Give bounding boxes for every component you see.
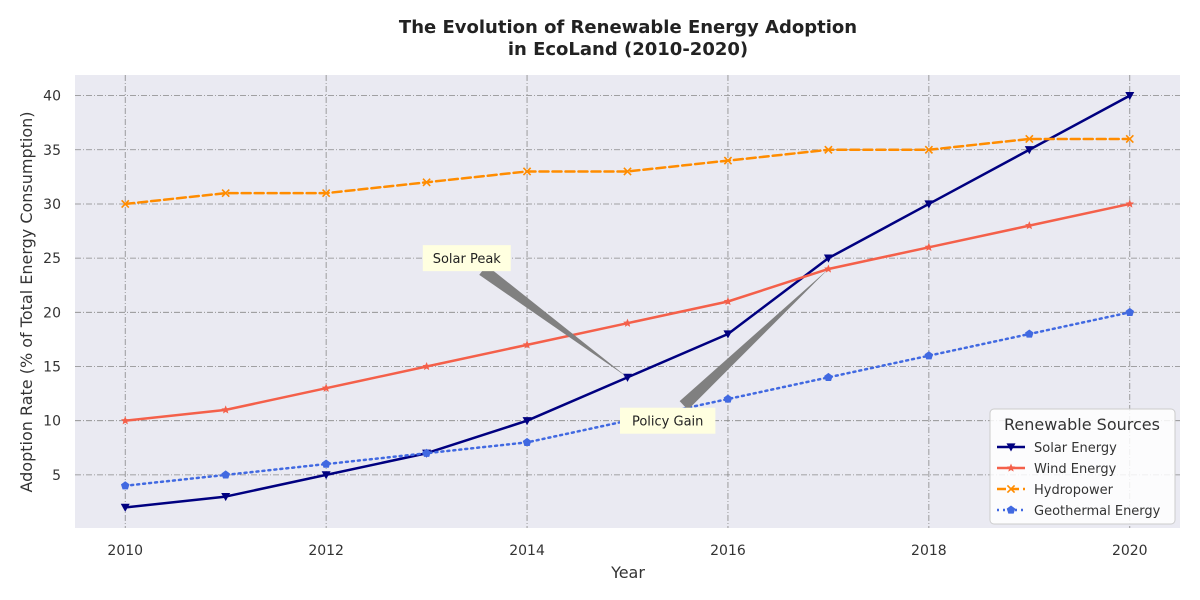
legend-marker [1006,443,1016,452]
x-tick-label: 2020 [1112,543,1148,559]
x-tick-label: 2012 [308,543,344,559]
data-point [824,264,833,273]
legend-title: Renewable Sources [1004,415,1160,434]
data-point [1125,134,1134,144]
x-tick-label: 2016 [710,543,746,559]
data-point [1025,221,1034,230]
data-point [824,372,833,381]
annotation-label: Solar Peak [433,252,502,267]
x-tick-label: 2010 [107,543,143,559]
data-point [221,188,230,198]
data-point [422,362,431,371]
annotation-box [422,245,511,272]
legend: Renewable Sources Solar Energy Wind Energ… [989,408,1176,525]
data-point [924,351,934,360]
y-tick-label: 15 [43,360,61,376]
data-point [522,167,532,176]
data-point [723,330,733,339]
data-point [522,340,532,349]
data-point [321,188,331,198]
y-tick-label: 30 [43,197,61,213]
data-point [723,394,733,403]
series-hydropower [121,134,1134,209]
x-tick-label: 2014 [509,543,545,559]
data-point [1025,329,1034,338]
data-point [723,297,733,306]
y-tick-label: 40 [43,89,61,105]
y-axis-label: Adoption Rate (% of Total Energy Consump… [17,111,36,492]
data-point [924,242,934,251]
legend-label: Wind Energy [1034,462,1117,477]
data-point [422,178,431,187]
chart-title-line-2: in EcoLand (2010-2020) [508,39,748,60]
legend-item-solar-energy: Solar Energy [997,441,1117,456]
grid [75,75,1180,528]
annotation-solar-peak: Solar Peak [422,245,628,378]
legend-marker [1006,463,1016,472]
data-point [522,437,532,447]
y-tick-label: 5 [52,468,61,484]
x-axis-label: Year [610,563,645,582]
data-point [321,459,331,468]
annotations: Solar Peak Policy Gain [422,245,829,434]
data-point [1125,199,1135,208]
data-point [321,383,331,392]
annotation-arrow [479,265,628,378]
annotation-policy-gain: Policy Gain [619,268,829,434]
data-point [1025,134,1034,144]
annotation-box [619,407,716,434]
data-point [623,167,632,176]
data-point [723,156,733,165]
data-point [924,145,934,154]
data-point [120,416,130,425]
data-point [120,481,130,490]
data-point [422,448,431,457]
legend-marker [1006,505,1016,514]
data-point [522,417,532,426]
series-wind-energy [120,199,1135,425]
legend-label: Hydropower [1034,483,1114,498]
y-tick-label: 10 [43,414,61,430]
data-point [121,199,130,209]
legend-label: Solar Energy [1034,441,1117,456]
chart-title-line-1: The Evolution of Renewable Energy Adopti… [399,17,857,38]
data-point [321,471,331,480]
legend-box [989,408,1176,525]
data-point [924,200,934,209]
data-point [623,318,632,327]
data-point [221,470,230,479]
data-point [1125,91,1135,101]
legend-item-hydropower: Hydropower [997,483,1114,498]
y-tick-label: 25 [43,251,61,267]
legend-item-geothermal-energy: Geothermal Energy [997,504,1161,519]
x-tick-label: 2018 [911,543,947,559]
legend-item-wind-energy: Wind Energy [997,462,1117,477]
annotation-label: Policy Gain [632,415,703,430]
legend-label: Geothermal Energy [1034,504,1161,519]
data-point [221,405,230,414]
data-point [221,492,231,502]
data-point [1024,146,1034,155]
data-point [824,145,833,154]
tick-labels: 2010 2012 2014 2016 2018 2020 5 10 15 20 25 30 35 40 [43,89,1147,559]
data-point [1125,307,1135,316]
legend-marker [1006,484,1016,494]
data-point [120,503,130,512]
annotation-arrow [679,268,829,410]
legend-items: Solar Energy Wind Energy Hydropower Geother… [997,441,1161,519]
y-tick-label: 20 [43,305,61,321]
y-tick-label: 35 [43,143,61,159]
data-point [823,254,833,263]
